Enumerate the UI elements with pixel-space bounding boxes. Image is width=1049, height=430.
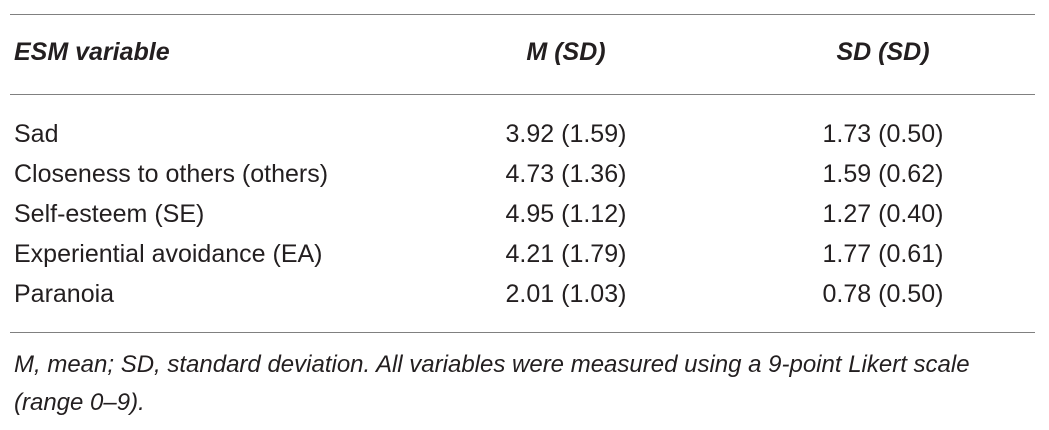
row-variable: Experiential avoidance (EA) (14, 240, 323, 268)
row-sd: 1.73 (0.50) (822, 120, 944, 148)
table-row: Closeness to others (others) 4.73 (1.36)… (0, 156, 1049, 196)
row-mean: 2.01 (1.03) (505, 280, 627, 308)
table-row: Sad 3.92 (1.59) 1.73 (0.50) (0, 116, 1049, 156)
row-variable: Paranoia (14, 280, 115, 308)
row-mean: 4.21 (1.79) (505, 240, 627, 268)
header-sd-sd: SD (SD) (836, 38, 930, 66)
row-sd: 1.77 (0.61) (822, 240, 944, 268)
table-body: Sad 3.92 (1.59) 1.73 (0.50) Closeness to… (0, 116, 1049, 316)
header-rule (10, 94, 1035, 95)
table-header-row: ESM variable M (SD) SD (SD) (0, 38, 1049, 74)
row-sd: 0.78 (0.50) (822, 280, 944, 308)
bottom-rule (10, 332, 1035, 333)
table-row: Paranoia 2.01 (1.03) 0.78 (0.50) (0, 276, 1049, 316)
top-rule (10, 14, 1035, 15)
row-variable: Closeness to others (others) (14, 160, 329, 188)
row-mean: 3.92 (1.59) (505, 120, 627, 148)
table-footnote: M, mean; SD, standard deviation. All var… (14, 351, 970, 416)
row-mean: 4.73 (1.36) (505, 160, 627, 188)
row-mean: 4.95 (1.12) (505, 200, 627, 228)
row-variable: Self-esteem (SE) (14, 200, 205, 228)
table-row: Self-esteem (SE) 4.95 (1.12) 1.27 (0.40) (0, 196, 1049, 236)
header-esm-variable: ESM variable (14, 38, 170, 66)
row-variable: Sad (14, 120, 59, 148)
header-mean-sd: M (SD) (526, 38, 606, 66)
row-sd: 1.27 (0.40) (822, 200, 944, 228)
table-row: Experiential avoidance (EA) 4.21 (1.79) … (0, 236, 1049, 276)
row-sd: 1.59 (0.62) (822, 160, 944, 188)
